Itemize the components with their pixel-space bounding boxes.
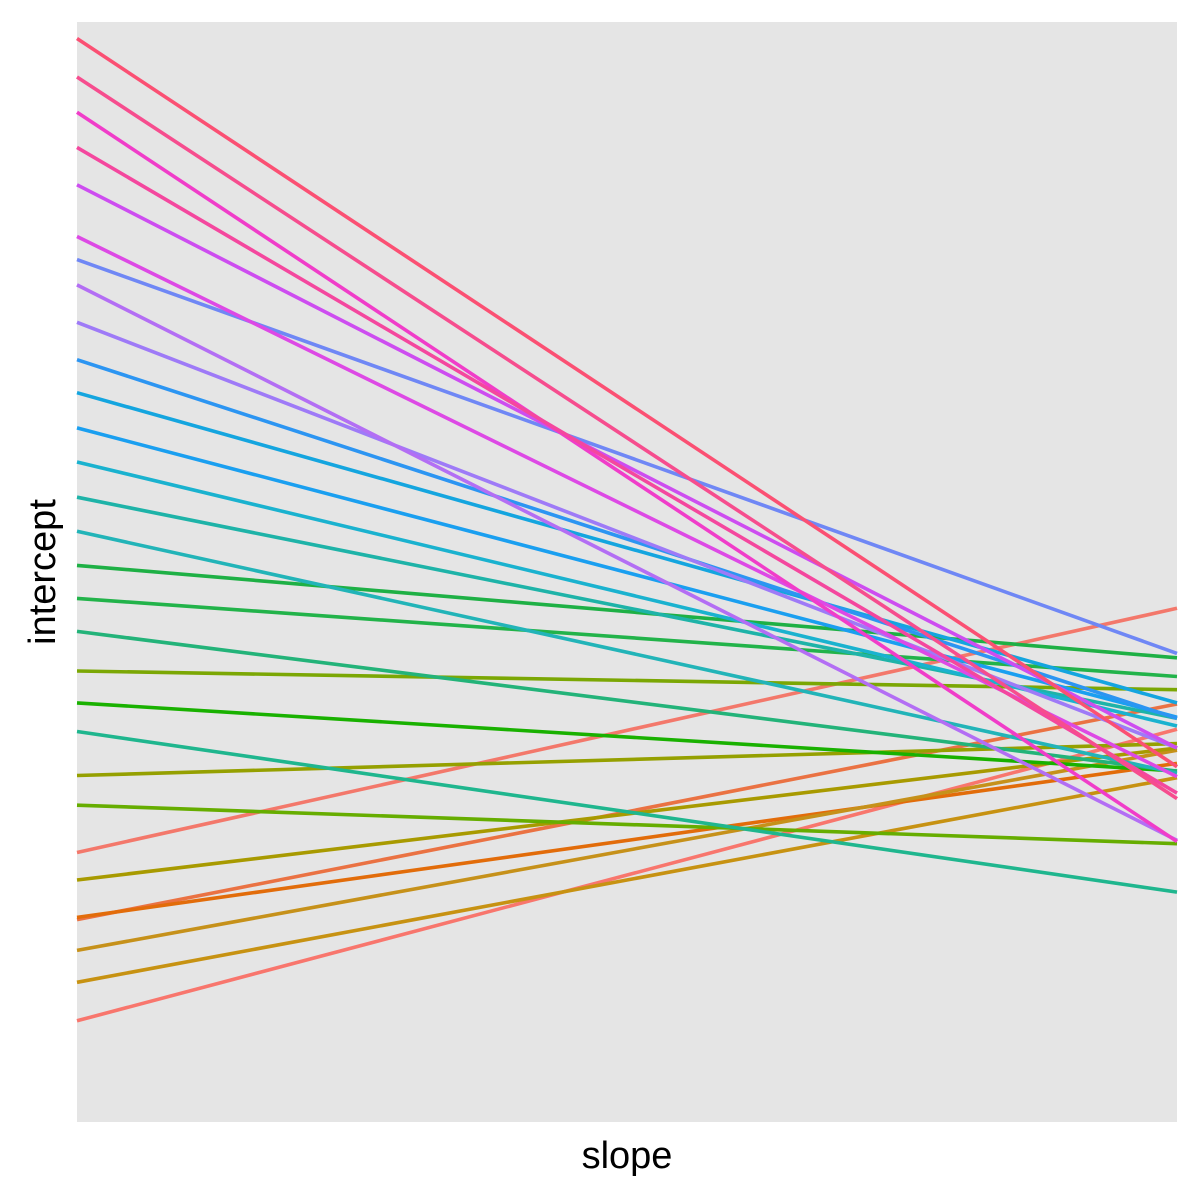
series-line-28 [76, 145, 1178, 795]
y-axis-title: intercept [22, 499, 64, 645]
series-layer [76, 36, 1178, 1023]
series-line-17 [76, 529, 1178, 776]
series-line-7 [76, 746, 1178, 882]
series-line-13 [76, 563, 1178, 660]
series-line-30 [76, 36, 1178, 769]
series-line-5 [76, 775, 1178, 985]
series-line-1 [76, 727, 1178, 1023]
series-line-19 [76, 390, 1178, 705]
series-line-25 [76, 183, 1178, 750]
series-line-24 [76, 283, 1178, 843]
series-line-18 [76, 460, 1178, 728]
series-line-21 [76, 357, 1178, 721]
series-line-27 [76, 110, 1178, 844]
series-line-12 [76, 596, 1178, 679]
series-line-29 [76, 75, 1178, 801]
x-axis-title: slope [582, 1135, 673, 1177]
series-line-11 [76, 701, 1178, 773]
series-line-4 [76, 761, 1178, 920]
series-line-15 [76, 729, 1178, 894]
series-line-10 [76, 803, 1178, 846]
series-line-6 [76, 748, 1178, 953]
series-line-20 [76, 426, 1178, 719]
